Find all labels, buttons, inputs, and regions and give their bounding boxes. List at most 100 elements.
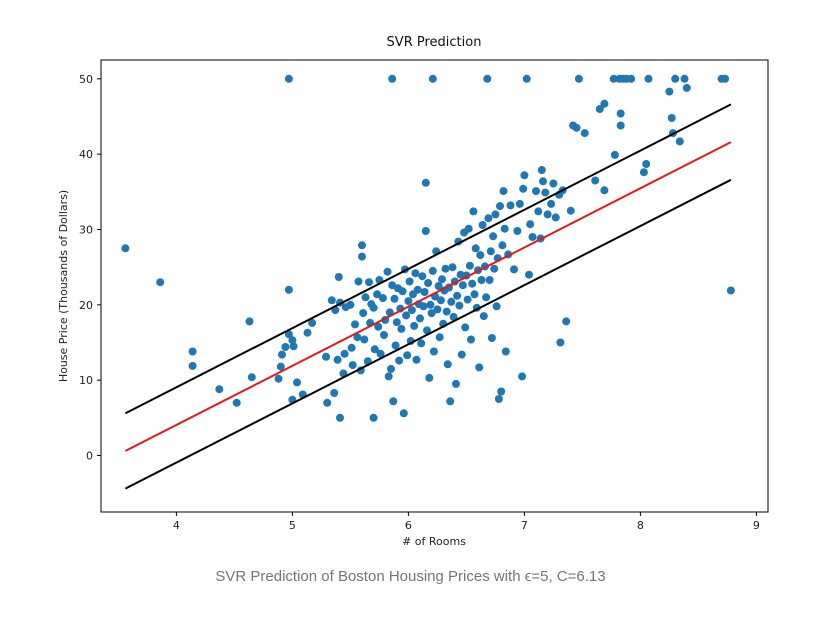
data-point xyxy=(468,279,477,288)
y-tick-label: 20 xyxy=(79,299,93,312)
data-point xyxy=(420,288,429,296)
data-point xyxy=(562,317,571,326)
data-point xyxy=(365,278,373,287)
data-point xyxy=(388,74,397,83)
x-axis-title: # of Rooms xyxy=(402,535,466,548)
data-point xyxy=(353,333,362,342)
data-point xyxy=(574,74,583,83)
x-tick-label: 7 xyxy=(521,519,528,532)
data-point xyxy=(360,335,369,344)
data-point xyxy=(566,206,575,215)
data-point xyxy=(425,373,434,382)
data-point xyxy=(435,333,444,342)
data-point xyxy=(419,302,428,311)
data-point xyxy=(333,355,342,364)
data-point xyxy=(475,363,484,372)
data-point xyxy=(486,247,495,256)
y-tick-label: 30 xyxy=(79,224,93,237)
data-point xyxy=(215,385,224,394)
data-point xyxy=(526,220,535,229)
data-point xyxy=(461,323,470,332)
data-point xyxy=(534,207,543,216)
lower-margin-line xyxy=(124,178,732,490)
prediction-line xyxy=(124,141,732,452)
data-point xyxy=(395,356,404,365)
data-point xyxy=(477,276,486,284)
data-point xyxy=(359,309,368,318)
data-point xyxy=(667,114,676,122)
data-point xyxy=(483,74,492,83)
data-point xyxy=(639,168,648,177)
x-tick-label: 4 xyxy=(173,519,180,532)
data-point xyxy=(482,293,491,302)
data-point xyxy=(247,373,256,382)
data-point xyxy=(519,184,528,193)
data-point xyxy=(340,349,349,358)
data-point xyxy=(348,361,357,370)
data-point xyxy=(327,296,336,305)
data-point xyxy=(384,372,393,381)
data-point xyxy=(671,74,680,83)
data-point xyxy=(428,266,437,275)
data-point xyxy=(616,109,625,118)
data-point xyxy=(467,335,475,344)
data-point xyxy=(470,290,479,299)
data-point xyxy=(580,129,589,138)
data-point xyxy=(421,227,430,235)
data-point xyxy=(334,273,343,281)
data-point xyxy=(427,309,436,318)
data-point xyxy=(441,264,450,273)
data-point xyxy=(323,398,332,407)
x-tick-label: 5 xyxy=(289,519,296,532)
data-point xyxy=(721,74,730,83)
data-point xyxy=(469,207,478,216)
data-point xyxy=(446,397,455,406)
data-point xyxy=(369,303,378,312)
data-point xyxy=(443,360,452,369)
data-point xyxy=(284,74,293,83)
data-point xyxy=(397,324,406,333)
data-point xyxy=(424,279,433,287)
data-point xyxy=(452,379,460,388)
data-point xyxy=(453,291,462,300)
data-point xyxy=(358,252,366,261)
data-point xyxy=(520,171,529,180)
data-point xyxy=(547,199,556,208)
data-point xyxy=(391,341,400,350)
data-point xyxy=(308,318,317,327)
data-point xyxy=(532,187,540,196)
data-point xyxy=(600,186,609,195)
data-point xyxy=(369,413,378,422)
data-point xyxy=(479,312,488,321)
data-point xyxy=(347,343,356,352)
data-point xyxy=(642,160,651,168)
data-point xyxy=(188,361,197,370)
y-axis-title: House Price (Thousands of Dollars) xyxy=(57,190,70,382)
data-point xyxy=(245,317,254,326)
data-point xyxy=(416,314,424,323)
data-point xyxy=(417,339,426,348)
data-point xyxy=(278,350,286,359)
data-point xyxy=(281,343,290,351)
x-tick-label: 9 xyxy=(753,519,760,532)
data-point xyxy=(528,233,537,241)
data-point xyxy=(500,224,509,233)
data-point xyxy=(627,74,636,83)
data-point xyxy=(410,321,419,330)
data-point xyxy=(499,187,508,196)
y-tick-label: 10 xyxy=(79,374,93,387)
series-layer xyxy=(121,74,735,490)
data-point xyxy=(447,297,456,306)
data-point xyxy=(591,176,600,185)
data-point xyxy=(595,105,604,113)
data-point xyxy=(465,261,474,270)
data-point xyxy=(370,345,379,354)
data-point xyxy=(572,123,581,132)
data-point xyxy=(506,201,515,210)
data-point xyxy=(351,320,359,329)
data-point xyxy=(448,263,457,272)
x-tick-label: 6 xyxy=(405,519,412,532)
data-point xyxy=(398,287,407,296)
data-point xyxy=(361,293,370,302)
